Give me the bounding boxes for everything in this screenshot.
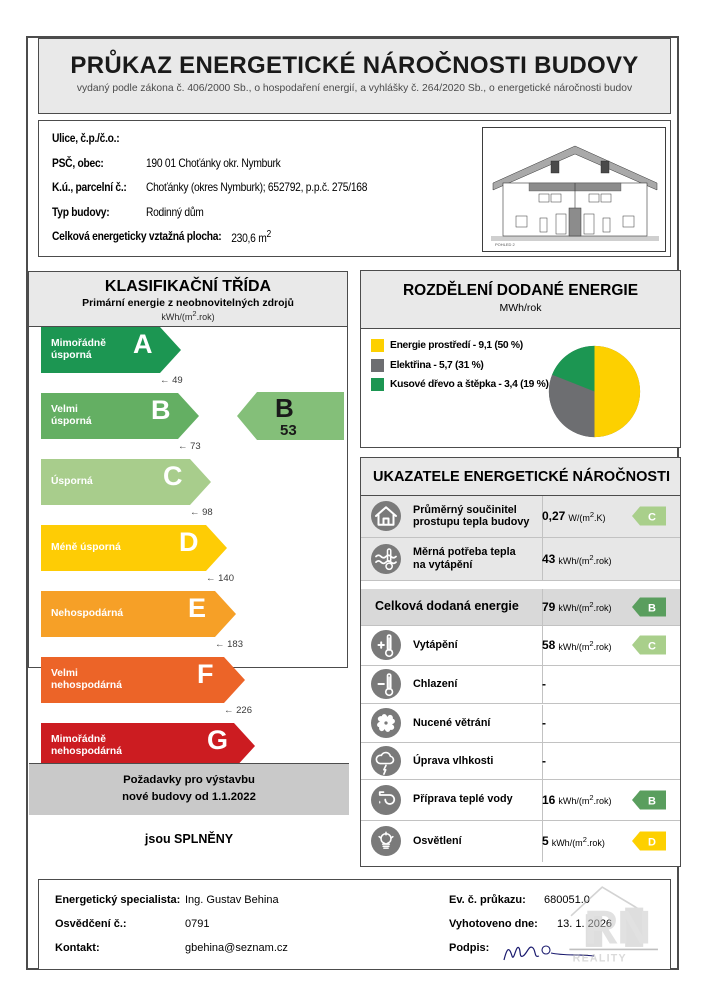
svg-text:C: C	[648, 512, 656, 524]
svg-text:B: B	[648, 795, 656, 807]
svg-text:REALITY: REALITY	[573, 953, 627, 965]
svg-text:D: D	[648, 837, 656, 849]
svg-text:C: C	[648, 641, 656, 653]
svg-text:R: R	[584, 902, 618, 955]
svg-text:B: B	[648, 602, 656, 614]
svg-text:N: N	[617, 902, 651, 955]
svg-text:POHLED 2: POHLED 2	[495, 242, 516, 247]
